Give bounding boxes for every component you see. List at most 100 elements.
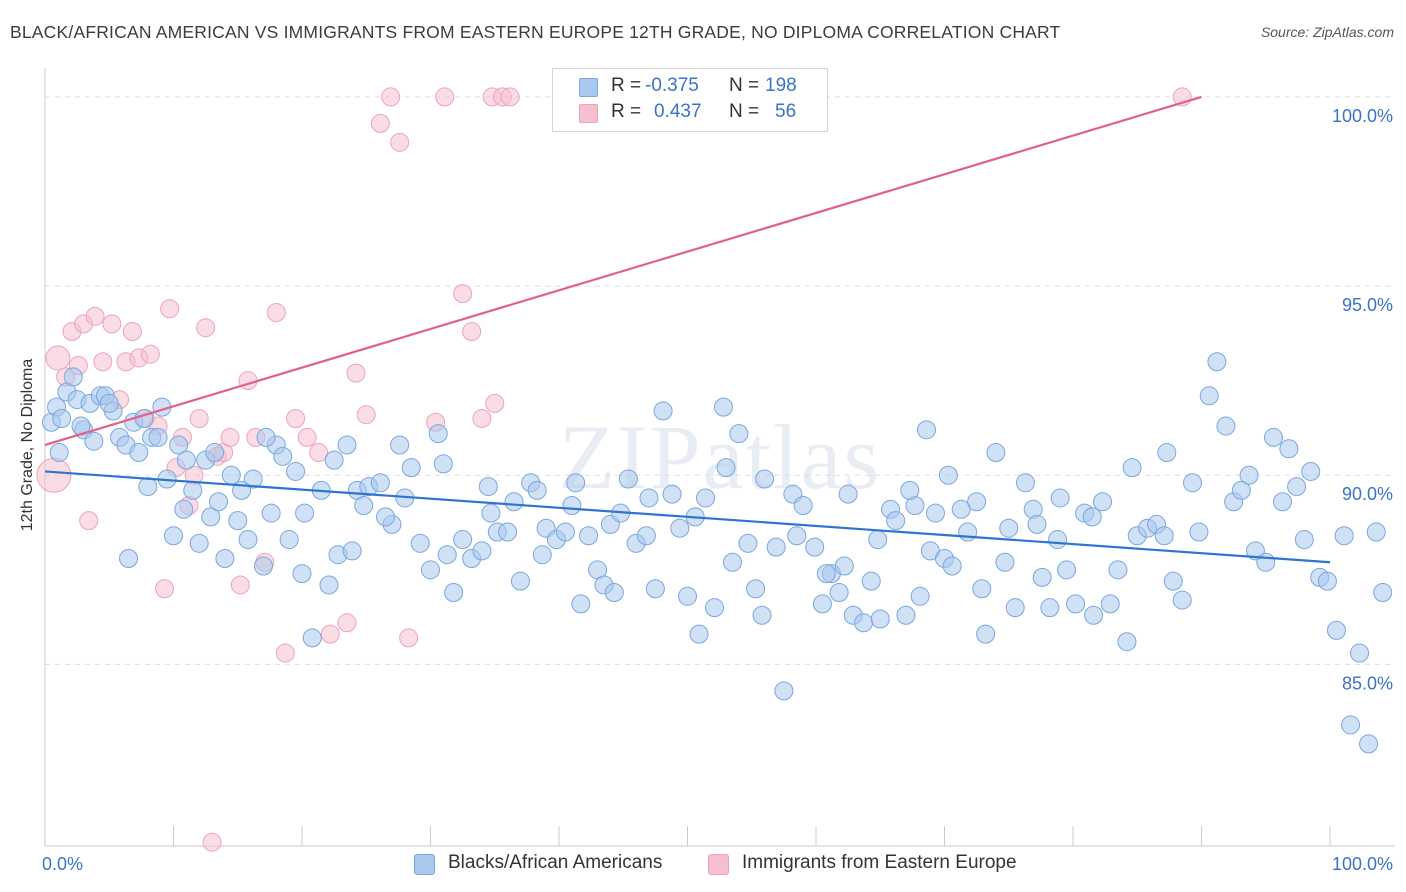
blue-point	[653, 401, 673, 421]
blue-point	[716, 458, 736, 478]
blue-point	[861, 571, 881, 591]
legend-r-label: R =	[611, 75, 642, 96]
bottom-legend-swatch-blue	[414, 854, 435, 875]
blue-point	[273, 446, 293, 466]
gridlines	[45, 96, 1395, 665]
blue-point	[52, 408, 72, 428]
blue-point	[579, 526, 599, 546]
blue-point	[390, 435, 410, 455]
correlation-legend: R = -0.375 N = 198 R = 0.437 N = 56	[552, 68, 828, 132]
blue-point	[1005, 598, 1025, 618]
blue-point	[1287, 477, 1307, 497]
blue-point	[738, 533, 758, 553]
blue-point	[1279, 439, 1299, 459]
pink-point	[309, 443, 329, 463]
blue-point	[437, 545, 457, 565]
blue-point	[504, 492, 524, 512]
bottom-legend-label-blue: Blacks/African Americans	[448, 852, 663, 873]
watermark: ZIPatlas	[559, 406, 882, 508]
blue-point	[261, 503, 281, 523]
blue-point	[1373, 583, 1393, 603]
blue-point	[1093, 492, 1113, 512]
legend-swatch-pink	[579, 104, 598, 123]
blue-point	[84, 431, 104, 451]
blue-point	[1032, 567, 1052, 587]
blue-point	[421, 560, 440, 580]
pink-point	[485, 393, 505, 413]
blue-point	[562, 496, 582, 516]
legend-swatch-blue	[579, 78, 598, 97]
blue-point	[1050, 488, 1070, 508]
blue-point	[176, 450, 196, 470]
blue-point	[972, 579, 992, 599]
blue-point	[1189, 522, 1209, 542]
blue-point	[1108, 560, 1128, 580]
blue-point	[870, 609, 890, 629]
blue-point	[1256, 552, 1276, 572]
blue-point	[1263, 427, 1283, 447]
blue-point	[99, 393, 119, 413]
pink-trendline	[44, 95, 1202, 447]
blue-point	[295, 503, 315, 523]
blue-point	[896, 605, 916, 625]
pink-point	[238, 371, 258, 391]
blue-point	[900, 480, 920, 500]
pink-point	[202, 832, 222, 852]
blue-point	[995, 552, 1015, 572]
blue-point	[1157, 443, 1177, 463]
blue-point	[571, 594, 591, 614]
legend-r-value-pink: 0.437	[654, 101, 702, 122]
blue-point	[566, 473, 586, 493]
blue-point	[704, 598, 724, 618]
blue-point	[433, 454, 453, 474]
blue-point	[129, 443, 149, 463]
blue-point	[1326, 620, 1346, 640]
blue-point	[253, 556, 273, 576]
legend-n-value-pink: 56	[775, 101, 797, 122]
source-note: Source: ZipAtlas.com	[1260, 24, 1394, 40]
legend-r-label: R =	[611, 101, 642, 122]
pink-point	[275, 643, 295, 663]
blue-point	[1199, 386, 1219, 406]
blue-point	[205, 443, 225, 463]
blue-point	[662, 484, 682, 504]
blue-point	[1341, 715, 1361, 735]
blue-point	[243, 469, 263, 489]
legend-row-pink: R = 0.437 N = 56	[553, 101, 827, 127]
blue-point	[910, 586, 930, 606]
blue-point	[148, 427, 168, 447]
blue-point	[169, 435, 189, 455]
blue-point	[854, 613, 874, 633]
blue-point	[1366, 522, 1386, 542]
blue-point	[337, 435, 357, 455]
blue-point	[1183, 473, 1203, 493]
pink-point	[36, 457, 72, 493]
blue-point	[917, 420, 937, 440]
blue-point	[976, 624, 996, 644]
pink-point	[381, 87, 401, 107]
blue-point	[755, 469, 775, 489]
blue-point	[1163, 571, 1183, 591]
blue-point	[1231, 480, 1251, 500]
blue-point	[812, 594, 832, 614]
pink-point	[160, 299, 180, 319]
blue-point	[164, 526, 183, 546]
blue-point	[1057, 560, 1077, 580]
blue-point	[645, 579, 665, 599]
blue-point	[453, 530, 473, 550]
blue-point	[1154, 526, 1174, 546]
blue-point	[1100, 594, 1120, 614]
blue-point	[639, 488, 659, 508]
blue-point	[1015, 473, 1035, 493]
blue-point	[527, 480, 547, 500]
blue-point	[886, 511, 906, 531]
blue-point	[208, 492, 228, 512]
axes	[44, 68, 1395, 847]
blue-point	[324, 450, 344, 470]
blue-point	[1027, 514, 1047, 534]
blue-point	[766, 537, 786, 557]
blue-point	[793, 496, 813, 516]
blue-point	[1350, 643, 1370, 663]
pink-point	[453, 284, 473, 304]
blue-point	[1122, 458, 1142, 478]
